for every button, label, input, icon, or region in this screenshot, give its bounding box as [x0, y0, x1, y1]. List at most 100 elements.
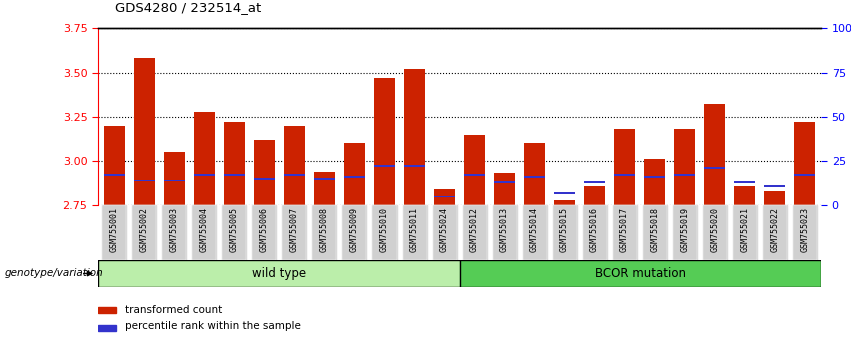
Bar: [464, 135, 485, 205]
Text: GSM755013: GSM755013: [500, 207, 509, 252]
Bar: [764, 185, 785, 187]
Bar: [104, 126, 125, 205]
Bar: [342, 205, 367, 260]
Text: GSM755012: GSM755012: [470, 207, 479, 252]
Bar: [312, 205, 336, 260]
Bar: [733, 205, 757, 260]
Text: GSM755010: GSM755010: [380, 207, 389, 252]
Text: transformed count: transformed count: [125, 305, 222, 315]
Bar: [374, 78, 395, 205]
Text: GSM755007: GSM755007: [290, 207, 299, 252]
Bar: [102, 205, 127, 260]
Bar: [524, 176, 545, 178]
Bar: [643, 205, 666, 260]
Bar: [674, 129, 695, 205]
Bar: [613, 205, 637, 260]
Bar: [222, 205, 247, 260]
Bar: [134, 58, 155, 205]
Bar: [373, 205, 397, 260]
Bar: [284, 126, 305, 205]
Text: GSM755006: GSM755006: [260, 207, 269, 252]
Bar: [254, 178, 275, 179]
Bar: [554, 192, 575, 194]
Bar: [762, 205, 786, 260]
Text: GDS4280 / 232514_at: GDS4280 / 232514_at: [115, 1, 261, 14]
Bar: [614, 129, 635, 205]
Bar: [792, 205, 817, 260]
Bar: [703, 205, 727, 260]
Text: GSM755024: GSM755024: [440, 207, 449, 252]
Bar: [102, 205, 127, 260]
Bar: [434, 196, 455, 198]
Bar: [163, 205, 186, 260]
Bar: [460, 260, 821, 287]
Bar: [432, 205, 456, 260]
Text: GSM755018: GSM755018: [650, 207, 660, 252]
Bar: [672, 205, 697, 260]
Bar: [762, 205, 786, 260]
Bar: [584, 182, 605, 183]
Bar: [434, 189, 455, 205]
Text: GSM755008: GSM755008: [320, 207, 329, 252]
Text: GSM755014: GSM755014: [530, 207, 539, 252]
Bar: [133, 205, 157, 260]
Bar: [104, 175, 125, 176]
Bar: [403, 205, 426, 260]
Bar: [464, 175, 485, 176]
Bar: [224, 122, 245, 205]
Bar: [583, 205, 607, 260]
Bar: [493, 205, 517, 260]
Bar: [192, 205, 216, 260]
Text: GSM755011: GSM755011: [410, 207, 419, 252]
Bar: [344, 143, 365, 205]
Bar: [314, 178, 335, 179]
Bar: [704, 167, 725, 169]
Bar: [134, 180, 155, 181]
Bar: [133, 205, 157, 260]
Bar: [192, 205, 216, 260]
Text: GSM755001: GSM755001: [110, 207, 119, 252]
Bar: [672, 205, 697, 260]
Bar: [284, 175, 305, 176]
Bar: [194, 175, 215, 176]
Text: GSM755015: GSM755015: [560, 207, 569, 252]
Text: GSM755019: GSM755019: [680, 207, 689, 252]
Text: GSM755005: GSM755005: [230, 207, 239, 252]
Bar: [98, 260, 460, 287]
Text: GSM755022: GSM755022: [770, 207, 780, 252]
Bar: [704, 104, 725, 205]
Bar: [312, 205, 336, 260]
Bar: [163, 205, 186, 260]
Bar: [373, 205, 397, 260]
Bar: [224, 175, 245, 176]
Bar: [792, 205, 817, 260]
Bar: [794, 175, 815, 176]
Bar: [404, 166, 425, 167]
Bar: [494, 173, 515, 205]
Bar: [524, 143, 545, 205]
Bar: [794, 122, 815, 205]
Text: GSM755003: GSM755003: [170, 207, 179, 252]
Bar: [403, 205, 426, 260]
Bar: [283, 205, 306, 260]
Text: GSM755023: GSM755023: [800, 207, 809, 252]
Bar: [164, 152, 185, 205]
Bar: [733, 205, 757, 260]
Bar: [674, 175, 695, 176]
Text: GSM755016: GSM755016: [590, 207, 599, 252]
Bar: [253, 205, 277, 260]
Bar: [314, 172, 335, 205]
Bar: [552, 205, 577, 260]
Bar: [463, 205, 487, 260]
Bar: [494, 182, 515, 183]
Bar: [734, 182, 755, 183]
Bar: [583, 205, 607, 260]
Text: wild type: wild type: [252, 267, 306, 280]
Bar: [164, 180, 185, 181]
Bar: [644, 159, 665, 205]
Bar: [374, 166, 395, 167]
Bar: [734, 186, 755, 205]
Bar: [764, 191, 785, 205]
Bar: [342, 205, 367, 260]
Bar: [584, 186, 605, 205]
